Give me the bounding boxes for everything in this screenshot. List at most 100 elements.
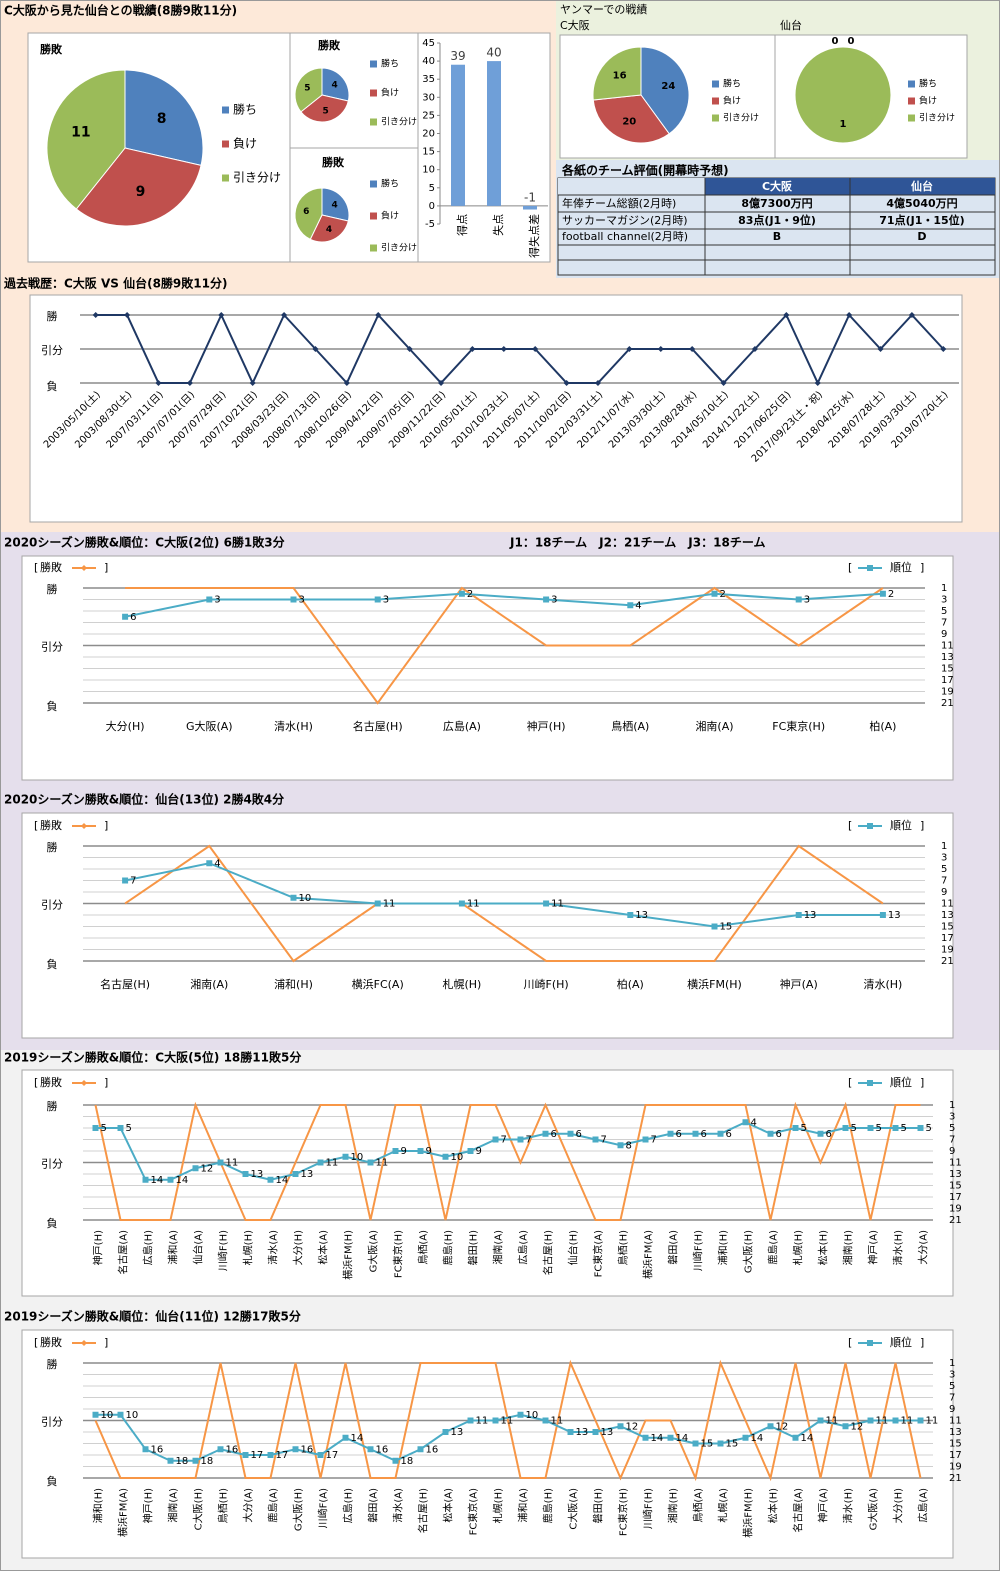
x-tick-label: 得失点差	[527, 214, 541, 258]
x-tick-label: 大分(A)	[242, 1488, 255, 1523]
pie-label: 0	[848, 36, 855, 47]
y-tick-label: 15	[422, 147, 435, 158]
data-label: 15	[726, 1439, 739, 1450]
marker	[783, 312, 790, 318]
y2-tick-label: 17	[941, 933, 954, 944]
data-label: 8	[626, 1140, 632, 1151]
legend-label: 勝ち	[381, 178, 399, 190]
x-tick-label: 松本(A)	[442, 1488, 455, 1523]
legend-swatch	[370, 118, 377, 126]
marker	[908, 312, 915, 318]
series-line	[94, 1101, 921, 1221]
marker	[692, 1130, 699, 1137]
pie-slice	[309, 214, 349, 243]
data-label: 16	[151, 1444, 164, 1455]
bar	[487, 61, 501, 206]
marker	[290, 596, 297, 603]
marker	[667, 1434, 674, 1441]
marker	[879, 912, 886, 918]
legend-label: 引き分け	[381, 243, 417, 254]
pie-label: 8	[157, 111, 167, 127]
legend-bracket: [	[848, 1076, 852, 1089]
data-label: 13	[804, 910, 817, 921]
x-tick-label: G大阪(A)	[367, 1230, 380, 1272]
data-label: 5	[851, 1123, 857, 1134]
data-label: 11	[551, 899, 564, 910]
series-line	[124, 592, 883, 618]
legend-label: 勝ち	[919, 78, 937, 90]
marker	[375, 312, 382, 318]
table-col: C大阪	[762, 179, 793, 193]
marker	[417, 1148, 424, 1154]
data-label: 12	[201, 1163, 214, 1174]
y2-tick-label: 19	[941, 945, 954, 956]
x-tick-label: 鳥栖(H)	[617, 1230, 630, 1265]
legend-bracket: [	[848, 1336, 852, 1349]
marker	[642, 1434, 649, 1441]
legend-marker	[867, 565, 873, 571]
marker	[917, 1125, 924, 1131]
legend-bracket: [	[34, 819, 38, 832]
table-cell: 71点(J1・15位)	[879, 213, 964, 227]
marker	[155, 380, 162, 386]
table-cell: D	[917, 230, 926, 243]
table-cell: 4億5040万円	[886, 196, 957, 210]
y-tick-label: 5	[429, 183, 435, 194]
legend-label: 負け	[381, 87, 399, 99]
x-tick-label: 湘南(A)	[492, 1230, 505, 1265]
marker	[742, 1119, 749, 1126]
series-line	[95, 1121, 921, 1181]
bar	[451, 64, 465, 206]
x-tick-label: 清水(H)	[863, 978, 902, 991]
y2-tick-label: 11	[941, 641, 954, 652]
pie-label: 4	[332, 200, 338, 210]
y2-tick-label: 3	[949, 1112, 955, 1123]
pie-label: 9	[136, 184, 146, 200]
legend-label: 順位	[890, 560, 912, 574]
pie-label: 1	[840, 119, 847, 130]
marker	[817, 1130, 824, 1137]
data-label: 5	[801, 1123, 807, 1134]
data-label: 12	[626, 1421, 639, 1432]
y2-tick-label: 11	[949, 1416, 962, 1427]
marker	[367, 1159, 374, 1166]
x-tick-label: 磐田(A)	[367, 1488, 380, 1523]
y2-tick-label: 9	[941, 887, 947, 898]
data-label: 3	[299, 595, 305, 606]
chart-title: 2019シーズン勝敗&順位：C大阪(5位) 18勝11敗5分	[4, 1050, 301, 1065]
data-label: 7	[526, 1135, 532, 1146]
legend-swatch	[712, 97, 719, 105]
data-label: 2	[720, 589, 726, 600]
x-tick-label: 名古屋(A)	[792, 1488, 805, 1533]
y2-tick-label: 5	[949, 1123, 955, 1134]
legend-bracket: ]	[920, 561, 924, 574]
data-label: 7	[601, 1135, 607, 1146]
data-label: 11	[826, 1416, 839, 1427]
x-tick-label: 札幌(H)	[242, 1230, 255, 1265]
data-label: 6	[576, 1129, 582, 1140]
y-tick-label: 勝	[47, 840, 58, 854]
pie-label: 24	[661, 81, 675, 92]
x-tick-label: 鳥栖(A)	[611, 719, 649, 733]
marker	[343, 380, 350, 386]
marker	[267, 1176, 274, 1183]
table-cell: B	[773, 230, 781, 243]
data-label: 17	[326, 1450, 339, 1461]
x-tick-label: 横浜FM(A)	[642, 1230, 655, 1279]
y2-tick-label: 13	[949, 1427, 962, 1438]
pie-label: 5	[304, 83, 310, 93]
x-tick-label: 川崎F(H)	[524, 977, 569, 991]
table-cell: 83点(J1・9位)	[738, 213, 816, 227]
x-tick-label: 川崎F(H)	[642, 1488, 655, 1529]
marker	[795, 912, 802, 918]
x-tick-label: 湘南(A)	[190, 977, 228, 991]
data-label: 6	[551, 1129, 557, 1140]
legend-swatch	[222, 140, 229, 148]
legend-bracket: [	[34, 1076, 38, 1089]
data-label: 15	[720, 922, 733, 933]
x-tick-label: 横浜FM(H)	[342, 1230, 355, 1280]
x-tick-label: FC東京(A)	[467, 1488, 480, 1535]
legend-bracket: [	[34, 1336, 38, 1349]
y-tick-label: -5	[425, 219, 435, 230]
data-label: 16	[426, 1444, 439, 1455]
